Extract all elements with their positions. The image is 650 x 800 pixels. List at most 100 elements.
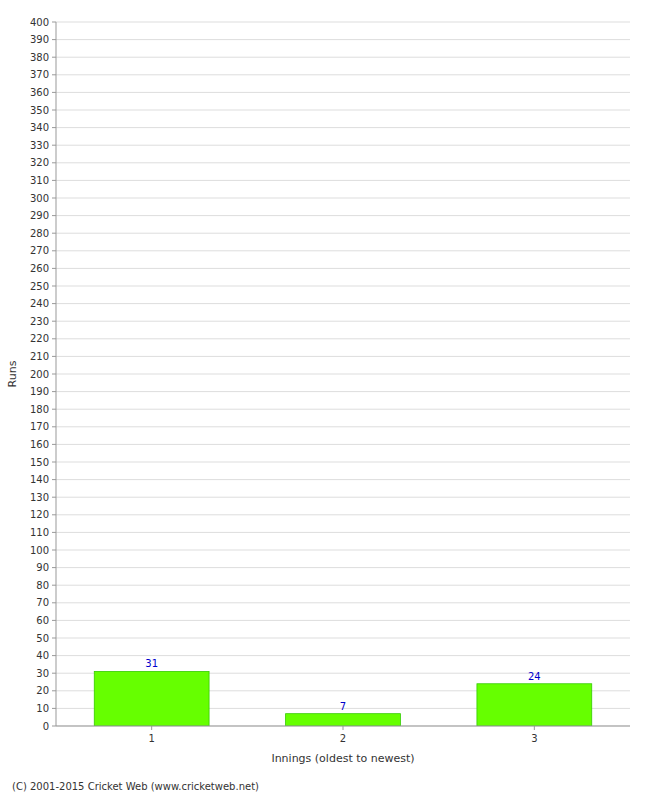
y-tick-label: 330 [30,140,49,151]
y-tick [52,620,56,621]
x-tick [534,726,535,730]
y-tick-label: 20 [36,685,49,696]
y-tick-label: 100 [30,545,49,556]
grid-line [56,374,630,375]
y-tick-label: 360 [30,87,49,98]
grid-line [56,567,630,568]
y-tick-label: 380 [30,52,49,63]
y-tick [52,726,56,727]
y-tick-label: 290 [30,210,49,221]
data-label: 7 [340,701,346,712]
y-tick-label: 320 [30,157,49,168]
y-tick [52,673,56,674]
x-tick [151,726,152,730]
chart-svg: 0102030405060708090100110120130140150160… [0,0,650,800]
y-tick-label: 300 [30,193,49,204]
y-tick [52,462,56,463]
footer-annotation: (C) 2001-2015 Cricket Web (www.cricketwe… [12,781,259,792]
y-tick [52,532,56,533]
bar [286,714,401,726]
grid-line [56,145,630,146]
y-tick [52,567,56,568]
x-tick-label: 2 [340,733,346,744]
x-axis-label: Innings (oldest to newest) [271,752,414,765]
grid-line [56,620,630,621]
y-tick [52,321,56,322]
grid-line [56,268,630,269]
y-tick-label: 260 [30,263,49,274]
grid-line [56,74,630,75]
data-label: 31 [145,658,158,669]
y-tick [52,391,56,392]
chart-container: 0102030405060708090100110120130140150160… [0,0,650,800]
bars [94,671,591,726]
grid-line [56,127,630,128]
y-tick [52,74,56,75]
grid-line [56,391,630,392]
y-tick [52,708,56,709]
y-tick [52,602,56,603]
y-tick-label: 120 [30,509,49,520]
y-tick [52,690,56,691]
grid-line [56,532,630,533]
grid-line [56,409,630,410]
y-tick-label: 150 [30,457,49,468]
y-tick [52,356,56,357]
data-label: 24 [528,671,541,682]
grid-line [56,92,630,93]
x-tick-label: 3 [531,733,537,744]
y-tick-label: 170 [30,421,49,432]
grid-line [56,39,630,40]
y-tick [52,638,56,639]
grid-line [56,321,630,322]
grid-line [56,602,630,603]
y-tick [52,162,56,163]
y-tick-label: 130 [30,492,49,503]
grid-line [56,638,630,639]
y-tick-label: 30 [36,668,49,679]
y-tick-label: 340 [30,122,49,133]
y-tick [52,268,56,269]
y-tick [52,655,56,656]
page: {"chart_data": {"type": "bar", "categori… [0,0,650,800]
grid-line [56,198,630,199]
grid-line [56,57,630,58]
y-tick-label: 140 [30,474,49,485]
y-tick-label: 230 [30,316,49,327]
y-tick-label: 400 [30,17,49,28]
grid-line [56,215,630,216]
y-tick-label: 190 [30,386,49,397]
grid-line [56,655,630,656]
y-axis-line [56,22,57,726]
y-tick-label: 250 [30,281,49,292]
y-tick-label: 80 [36,580,49,591]
grid-line [56,585,630,586]
y-tick [52,57,56,58]
x-tick [343,726,344,730]
y-tick [52,127,56,128]
y-tick-label: 110 [30,527,49,538]
y-tick [52,426,56,427]
grid-line [56,22,630,23]
grid-line [56,303,630,304]
y-tick [52,22,56,23]
y-tick [52,180,56,181]
y-tick-label: 350 [30,105,49,116]
y-tick-label: 60 [36,615,49,626]
grid-line [56,497,630,498]
grid-line [56,462,630,463]
y-tick [52,198,56,199]
x-tick-label: 1 [148,733,154,744]
y-tick [52,550,56,551]
y-tick-label: 390 [30,34,49,45]
grid-line [56,233,630,234]
y-tick-label: 370 [30,69,49,80]
y-tick [52,250,56,251]
y-tick [52,479,56,480]
y-tick-label: 40 [36,650,49,661]
grid-line [56,110,630,111]
y-tick [52,92,56,93]
y-tick-label: 200 [30,369,49,380]
y-tick [52,303,56,304]
y-tick-label: 220 [30,333,49,344]
